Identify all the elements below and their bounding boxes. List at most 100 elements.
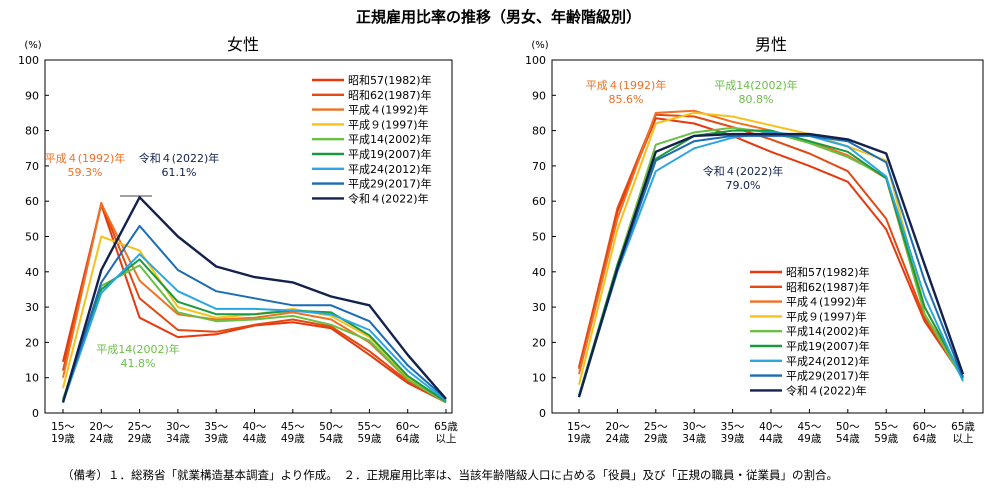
y-tick-label: 0 xyxy=(539,407,546,420)
series-line-4 xyxy=(62,264,447,404)
y-tick-label: 40 xyxy=(532,266,546,279)
y-tick-label: 50 xyxy=(25,231,39,244)
x-tick-label: 59歳 xyxy=(357,433,381,445)
x-tick-label: 34歳 xyxy=(166,433,190,445)
x-tick-label: 60～ xyxy=(396,421,420,433)
y-tick-label: 70 xyxy=(25,160,39,173)
y-tick-label: 90 xyxy=(532,89,546,102)
annotation-value: 61.1% xyxy=(162,166,197,179)
x-tick-label: 64歳 xyxy=(913,433,937,445)
x-tick-label: 以上 xyxy=(436,433,457,445)
series-line-7 xyxy=(578,134,964,398)
x-tick-label: 34歳 xyxy=(682,433,706,445)
annotation-label: 平成４(1992)年 xyxy=(586,78,667,92)
x-tick-label: 29歳 xyxy=(128,433,152,445)
legend-label: 昭和57(1982)年 xyxy=(348,73,432,87)
x-tick-label: 44歳 xyxy=(243,433,267,445)
x-tick-label: 15～ xyxy=(51,421,75,433)
annotation-value: 41.8% xyxy=(121,357,156,370)
y-tick-label: 20 xyxy=(25,336,39,349)
series-line-6 xyxy=(62,253,447,403)
page-title: 正規雇用比率の推移（男女、年齢階級別） xyxy=(355,8,641,26)
x-tick-label: 15～ xyxy=(567,421,591,433)
x-tick-label: 49歳 xyxy=(797,433,821,445)
x-tick-label: 20～ xyxy=(605,421,629,433)
x-tick-label: 25～ xyxy=(644,421,668,433)
y-tick-label: 30 xyxy=(532,301,546,314)
legend-label: 平成９(1997)年 xyxy=(786,309,867,323)
y-tick-label: 10 xyxy=(532,372,546,385)
y-axis-unit: (%) xyxy=(24,40,41,51)
x-tick-label: 30～ xyxy=(166,421,190,433)
y-tick-label: 40 xyxy=(25,266,39,279)
panel-title: 男性 xyxy=(755,35,787,54)
legend-label: 平成14(2002)年 xyxy=(348,132,432,146)
annotation-value: 80.8% xyxy=(739,93,774,106)
y-tick-label: 80 xyxy=(532,125,546,138)
x-tick-label: 59歳 xyxy=(874,433,898,445)
x-tick-label: 50～ xyxy=(836,421,860,433)
x-tick-label: 45～ xyxy=(797,421,821,433)
y-tick-label: 90 xyxy=(25,89,39,102)
y-tick-label: 30 xyxy=(25,301,39,314)
legend-label: 平成19(2007)年 xyxy=(348,147,432,161)
x-tick-label: 40～ xyxy=(759,421,783,433)
x-tick-label: 24歳 xyxy=(605,433,629,445)
y-tick-label: 100 xyxy=(525,54,546,67)
legend-label: 平成19(2007)年 xyxy=(786,339,870,353)
annotation-value: 59.3% xyxy=(68,166,103,179)
x-tick-label: 55～ xyxy=(874,421,898,433)
x-tick-label: 49歳 xyxy=(281,433,305,445)
x-tick-label: 40～ xyxy=(243,421,267,433)
x-tick-label: 39歳 xyxy=(721,433,745,445)
annotation-value: 79.0% xyxy=(726,179,761,192)
chart-panel-female: 女性 (%) 0 10 20 30 40 50 60 70 80 90 100 15～19歳 20～24歳 2… xyxy=(18,35,458,445)
legend-label: 平成29(2017)年 xyxy=(348,177,432,191)
x-tick-label: 29歳 xyxy=(644,433,668,445)
annotation-label: 平成14(2002)年 xyxy=(96,342,180,356)
x-tick-label: 55～ xyxy=(357,421,381,433)
annotation-label: 平成４(1992)年 xyxy=(45,151,126,165)
legend-label: 平成４(1992)年 xyxy=(786,295,867,309)
annotation-label: 令和４(2022)年 xyxy=(703,164,784,178)
y-tick-label: 20 xyxy=(532,336,546,349)
series-line-3 xyxy=(578,111,964,386)
annotation-label: 平成14(2002)年 xyxy=(714,78,798,92)
chart-panel-male: 男性 (%) 0 10 20 30 40 50 60 70 80 90 100 15～19歳 20～24歳 2… xyxy=(525,35,984,445)
x-tick-label: 25～ xyxy=(128,421,152,433)
x-tick-label: 50～ xyxy=(319,421,343,433)
x-tick-label: 30～ xyxy=(682,421,706,433)
panel-title: 女性 xyxy=(227,35,259,54)
series-line-8 xyxy=(577,132,965,398)
x-tick-label: 19歳 xyxy=(51,433,75,445)
x-tick-label: 45～ xyxy=(281,421,305,433)
series-line-7 xyxy=(62,224,447,403)
x-tick-label: 65歳 xyxy=(434,421,458,433)
y-tick-label: 80 xyxy=(25,125,39,138)
series-line-6 xyxy=(578,131,964,396)
x-tick-label: 60～ xyxy=(913,421,937,433)
y-tick-label: 100 xyxy=(18,54,39,67)
x-tick-label: 65歳 xyxy=(951,421,975,433)
footnote: （備考）１．総務省「就業構造基本調査」より作成。 ２．正規雇用比率は、当該年齢階… xyxy=(62,468,839,482)
y-tick-label: 10 xyxy=(25,372,39,385)
y-tick-label: 60 xyxy=(532,195,546,208)
y-tick-label: 70 xyxy=(532,160,546,173)
x-tick-label: 39歳 xyxy=(204,433,228,445)
legend-label: 平成４(1992)年 xyxy=(348,103,429,117)
x-tick-label: 19歳 xyxy=(567,433,591,445)
legend-label: 昭和57(1982)年 xyxy=(786,265,870,279)
x-tick-label: 54歳 xyxy=(319,433,343,445)
legend-label: 平成14(2002)年 xyxy=(786,324,870,338)
x-tick-label: 64歳 xyxy=(396,433,420,445)
x-tick-label: 35～ xyxy=(204,421,228,433)
legend-label: 平成29(2017)年 xyxy=(786,369,870,383)
x-tick-label: 以上 xyxy=(953,433,974,445)
x-tick-label: 20～ xyxy=(89,421,113,433)
y-tick-label: 50 xyxy=(532,231,546,244)
x-tick-label: 24歳 xyxy=(89,433,113,445)
legend-label: 平成24(2012)年 xyxy=(786,354,870,368)
legend-label: 昭和62(1987)年 xyxy=(786,280,870,294)
y-tick-label: 60 xyxy=(25,195,39,208)
